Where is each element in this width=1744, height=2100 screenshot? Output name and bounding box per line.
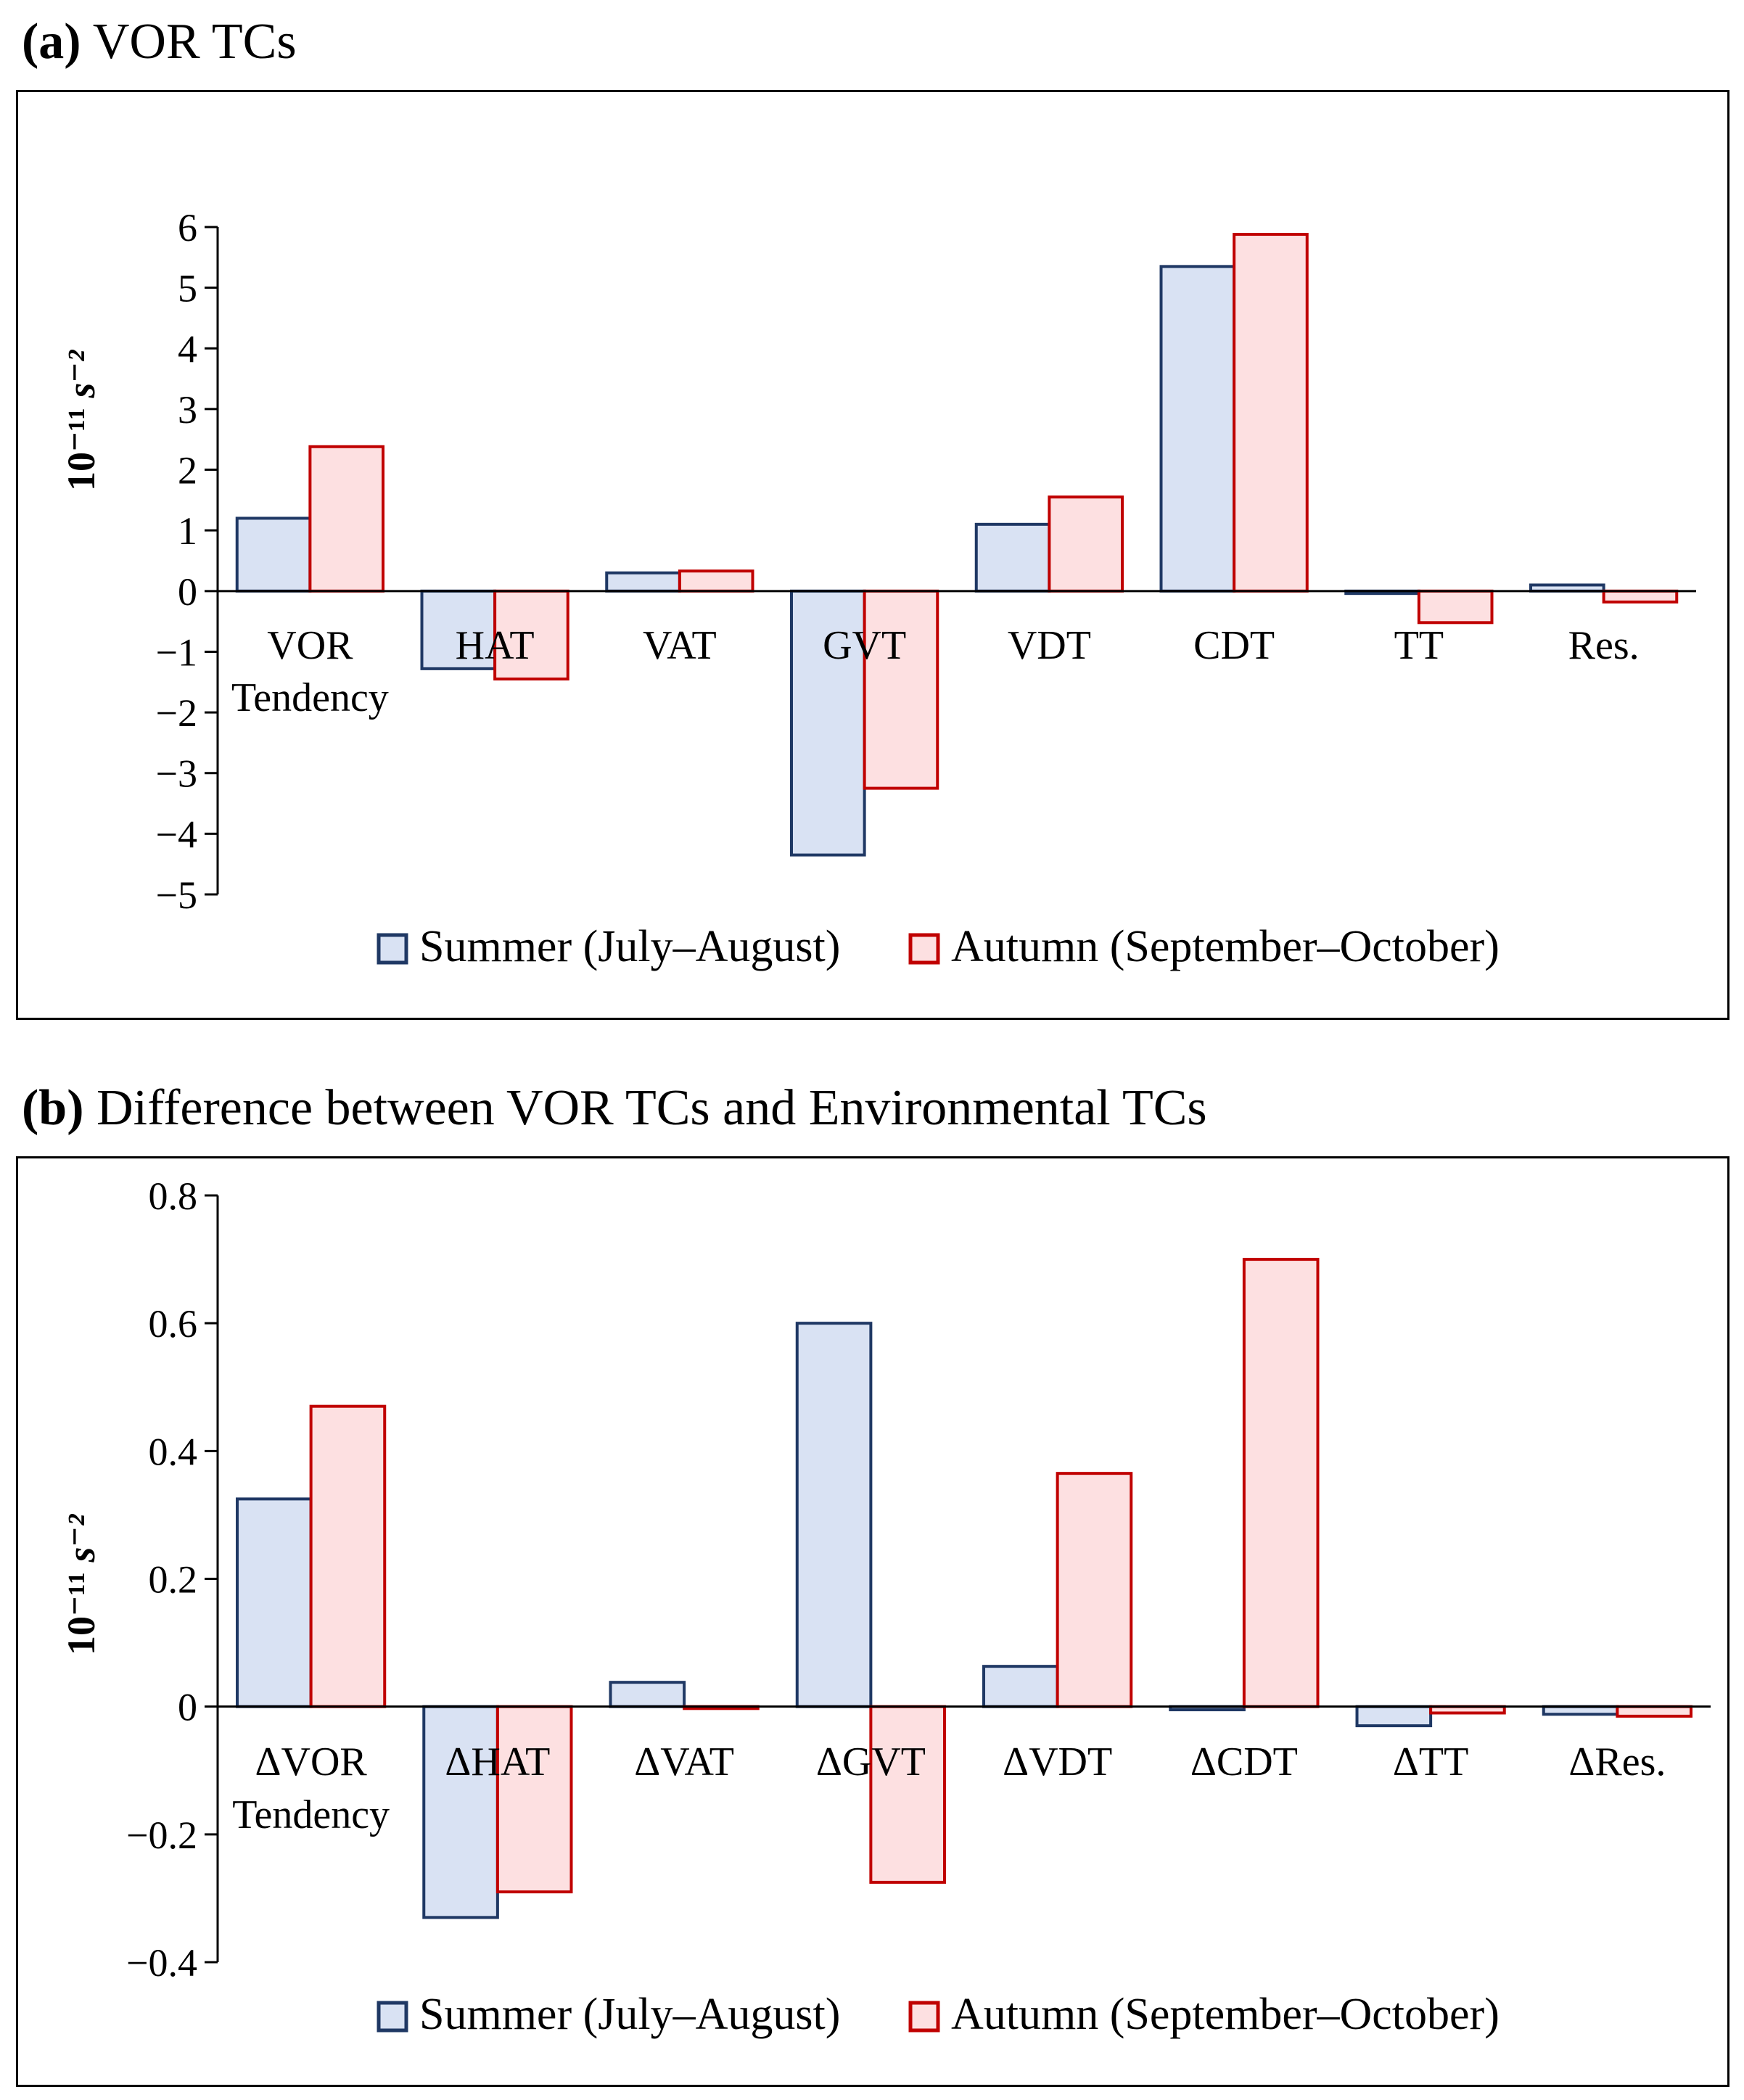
- chart-b-y-tick-label: −0.2: [126, 1813, 197, 1857]
- chart-b-bar-summer: [236, 1497, 313, 1708]
- chart-a-y-tick-label: 5: [178, 267, 197, 310]
- panel-b-title-text: Difference between VOR TCs and Environme…: [96, 1080, 1207, 1136]
- chart-a-y-tick-label: −5: [156, 873, 197, 917]
- panel-a-title: (a) VOR TCs: [22, 13, 297, 71]
- chart-a-bar-autumn: [1417, 589, 1494, 625]
- chart-b-y-tick-label: 0.2: [149, 1558, 198, 1602]
- chart-b-category-label: ΔRes.: [1568, 1739, 1666, 1784]
- chart-b-y-tick-label: 0.6: [149, 1302, 198, 1346]
- panel-b-tag: (b): [22, 1080, 84, 1136]
- chart-b-y-tick-label: 0.8: [149, 1174, 198, 1218]
- chart-b-bar-summer: [1355, 1705, 1433, 1728]
- chart-b-category-label: ΔCDT: [1190, 1739, 1298, 1784]
- chart-a-bar-autumn: [308, 445, 385, 593]
- chart-b-bar-autumn: [495, 1705, 573, 1894]
- chart-b-category-label: ΔVAT: [634, 1739, 734, 1784]
- chart-b-y-tick-label: 0: [178, 1686, 197, 1729]
- chart-a-y-tick-label: 1: [178, 509, 197, 553]
- chart-a-category-label: VAT: [643, 623, 717, 668]
- chart-a-legend-swatch-autumn: [908, 933, 940, 965]
- chart-a-y-tick-label: −1: [156, 630, 197, 674]
- chart-b-y-axis-title: 10⁻¹¹ s⁻²: [59, 1513, 103, 1655]
- chart-b-category-label-line2: Tendency: [232, 1792, 390, 1837]
- chart-b-category-label: ΔHAT: [445, 1739, 550, 1784]
- chart-b-bar-summer: [422, 1705, 499, 1919]
- chart-b-legend-swatch-summer: [377, 2001, 408, 2033]
- chart-b-bar-autumn: [309, 1404, 387, 1708]
- panel-b-title: (b) Difference between VOR TCs and Envir…: [22, 1079, 1207, 1137]
- chart-a-category-label: HAT: [456, 623, 535, 668]
- chart-a-y-tick-label: 6: [178, 206, 197, 250]
- chart-b-category-label: ΔTT: [1393, 1739, 1468, 1784]
- chart-b-category-label: ΔVOR: [255, 1739, 368, 1784]
- chart-b-y-tick-label: 0.4: [149, 1430, 198, 1473]
- chart-a-y-tick-label: 2: [178, 449, 197, 493]
- chart-a-bar-autumn: [1233, 233, 1309, 593]
- chart-b-legend-swatch-autumn: [908, 2001, 940, 2033]
- chart-b-bar-autumn: [1056, 1472, 1133, 1708]
- chart-a-y-tick-label: 4: [178, 327, 197, 371]
- chart-a-category-label: VOR: [267, 623, 353, 668]
- panel-b-frame: [16, 1156, 1729, 2087]
- chart-b-bar-autumn: [869, 1705, 946, 1884]
- chart-b-category-label: ΔVDT: [1003, 1739, 1112, 1784]
- chart-a-y-axis-title: 10⁻¹¹ s⁻²: [59, 349, 103, 491]
- chart-a-category-label: VDT: [1008, 623, 1091, 668]
- chart-a-y-tick-label: −2: [156, 691, 197, 735]
- chart-b-bar-autumn: [1242, 1258, 1320, 1708]
- chart-b-bar-summer: [982, 1665, 1059, 1708]
- panel-a-tag: (a): [22, 14, 81, 70]
- chart-b-legend-label-summer: Summer (July–August): [419, 1990, 840, 2039]
- chart-a-y-tick-label: 0: [178, 570, 197, 614]
- chart-a-category-label: CDT: [1193, 623, 1275, 668]
- chart-a-bar-autumn: [863, 589, 939, 790]
- chart-a-category-label: Res.: [1568, 623, 1640, 668]
- chart-b-bar-summer: [609, 1681, 686, 1708]
- chart-b-bar-summer: [795, 1322, 873, 1708]
- chart-a-y-tick-label: 3: [178, 388, 197, 432]
- chart-a-legend-label-autumn: Autumn (September–October): [951, 922, 1500, 971]
- panel-a-title-text: VOR TCs: [92, 14, 297, 70]
- chart-a-category-label: TT: [1394, 623, 1444, 668]
- chart-a-legend-label-summer: Summer (July–August): [419, 922, 840, 971]
- chart-b-bar-autumn: [1616, 1705, 1692, 1718]
- panel-a-frame: [16, 90, 1729, 1020]
- chart-a-legend-swatch-summer: [377, 933, 408, 965]
- chart-a-category-label: GVT: [823, 623, 906, 668]
- chart-b-y-tick-label: −0.4: [126, 1941, 197, 1985]
- chart-b-bar-summer: [1542, 1705, 1619, 1716]
- chart-a-bar-summer: [1159, 265, 1236, 593]
- chart-b-legend-label-autumn: Autumn (September–October): [951, 1990, 1500, 2039]
- chart-a-bar-summer: [235, 516, 312, 593]
- chart-a-y-tick-label: −3: [156, 752, 197, 796]
- chart-a-y-tick-label: −4: [156, 812, 197, 856]
- chart-a-category-label-line2: Tendency: [231, 675, 389, 720]
- chart-a-bar-autumn: [1048, 495, 1124, 593]
- chart-b-category-label: ΔGVT: [816, 1739, 926, 1784]
